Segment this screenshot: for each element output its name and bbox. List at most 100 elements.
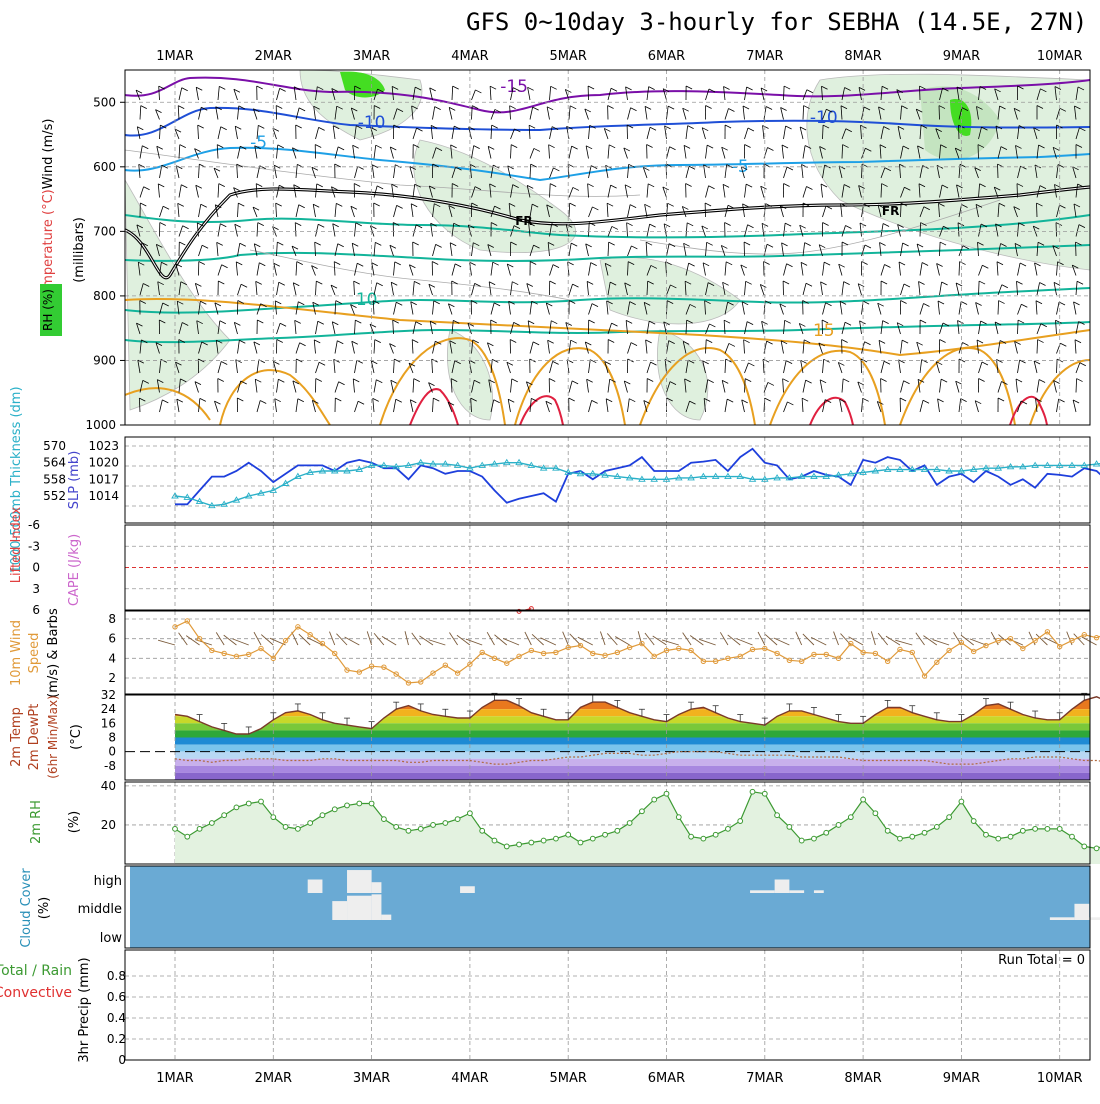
bottom-date-label: 1MAR [156,1071,193,1086]
wind-barb [274,263,277,275]
wind-barb [820,380,822,393]
page-title: GFS 0~10day 3-hourly for SEBHA (14.5E, 2… [466,8,1087,36]
wind-barb [684,145,686,158]
wind-barb [433,398,434,412]
wind-barb-flag [318,321,324,324]
wind-barb-flag [511,145,517,148]
wind-barb [394,359,395,373]
wind-barb [355,166,358,178]
wind-barb [762,223,764,236]
wind-barb-flag [241,284,247,287]
wind-barb [511,282,513,295]
wind-barb [335,341,337,354]
wind-barb-flag [940,242,946,245]
wind-barb [784,264,787,276]
wind-barb [177,399,179,412]
rh-marker [726,826,731,831]
wind-barb [510,106,511,120]
cloud-block [775,880,790,894]
wind-barb-flag [218,281,224,284]
wind-barb [667,147,670,159]
wind-barb [178,106,179,120]
wind-barb [744,340,745,354]
wind-barb [784,361,787,373]
wind-barb [901,381,904,393]
wind-barb-flag [202,245,208,248]
wind-barb-flag [339,382,345,385]
wind-barb [550,265,554,276]
wind-barb-flag [569,398,575,401]
wind-barb-flag [821,282,827,285]
wind-barb [589,207,593,217]
wind-barb-flag [979,379,985,382]
wind-barb-flag [196,87,202,90]
wind-barb-flag [705,203,711,206]
wind-barb-flag [396,302,402,305]
wind-barb-flag [748,128,754,131]
wind-barb-flag [489,282,495,285]
wind-barb [413,379,414,393]
wind-barb-flag [414,281,420,284]
precip-tick-label: 0.6 [107,990,126,1004]
wind-barb [413,184,415,197]
wind-barb-flag [961,302,967,305]
top-date-label: 10MAR [1037,49,1083,64]
wind-barb [508,399,510,412]
wind-barb-flag [958,320,964,323]
wind-barb [529,125,530,139]
lifted-index-tick-label: 6 [32,603,40,617]
wind-barb-flag [551,321,557,324]
cloud-block [347,870,372,893]
wind-barb [199,204,201,217]
wind-barb-flag [785,320,791,323]
surface-wind-barb [494,635,506,645]
wind-barb [725,343,729,353]
wind-barb-flag [606,399,612,402]
wind-barb-flag [357,263,363,266]
wind-barb [491,125,492,139]
rh-marker [1082,844,1087,849]
rh-tick-label: 20 [101,818,116,832]
wind-barb [179,145,180,159]
cloud-block [381,915,391,920]
temp-ylabel-c: (6hr Min/Max) [46,695,60,779]
wind-barb [1074,302,1076,315]
wind-barb [686,126,688,139]
wind-barb-flag [962,342,968,345]
wind-barb [394,399,396,412]
wind-barb-flag [352,243,358,246]
wind-barb-flag [611,185,617,188]
rh-marker [1057,826,1062,831]
wind-barb-flag [1038,340,1044,343]
wind-barb-flag [296,125,302,128]
wind-barb [237,164,238,178]
wind-barb-flag [492,125,498,128]
wind-barb-flag [726,262,732,265]
surface-wind-barb [570,634,581,645]
wind-barb-flag [530,262,536,265]
rh-tick-label: 40 [101,779,116,793]
wind-barb-flag [646,242,652,245]
wind-barb-flag [960,262,966,265]
surface-wind-barb [662,640,679,645]
wind-barb [452,86,453,100]
temp-band [125,773,1090,780]
wind-barb-flag [981,321,987,324]
rh-marker [209,821,214,826]
wind-barb [218,265,222,276]
wind-barb [745,225,748,237]
wind-barb [178,203,179,217]
wind-barb-flag [941,379,947,382]
wind-barb-flag [650,224,656,227]
wind-barb-flag [493,262,499,265]
wind-barb [1076,379,1077,393]
wind-barb [840,399,842,412]
wind-barb [296,262,297,276]
wind-barb [706,340,707,354]
top-date-label: 1MAR [156,49,193,64]
wind-barb-flag [411,302,417,305]
wind-barb [449,107,452,119]
surface-wind-barb [765,634,777,645]
wind-barb [627,223,628,237]
rh-marker [984,832,989,837]
